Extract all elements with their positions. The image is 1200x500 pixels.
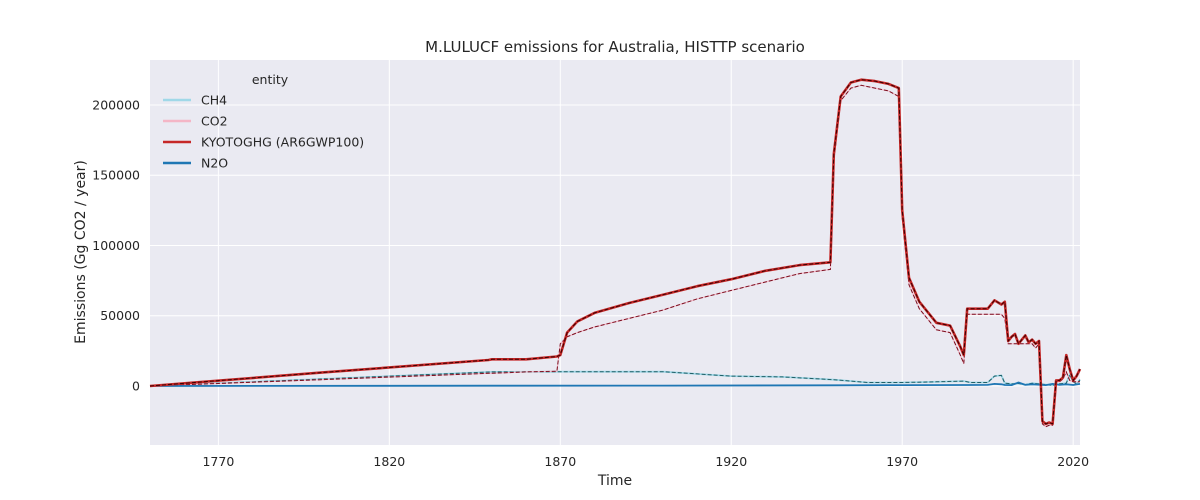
legend-label-co2: CO2 xyxy=(201,114,228,129)
legend-label-ch4: CH4 xyxy=(201,93,227,108)
y-axis-label: Emissions (Gg CO2 / year) xyxy=(73,160,89,344)
series-dashed-line-kyotoghg-ar6gwp100 xyxy=(149,79,1081,425)
y-tick-label: 100000 xyxy=(92,238,140,253)
x-tick-label: 1820 xyxy=(373,454,405,469)
legend-title: entity xyxy=(252,72,289,87)
x-tick-label: 1870 xyxy=(544,454,576,469)
x-tick-label: 1920 xyxy=(715,454,747,469)
legend-label-n2o: N2O xyxy=(201,156,228,171)
series-dashed-line-ch4 xyxy=(149,371,1081,387)
series-lines xyxy=(149,78,1082,428)
y-tick-label: 0 xyxy=(132,378,140,393)
chart-title: M.LULUCF emissions for Australia, HISTTP… xyxy=(425,38,805,56)
x-axis-label: Time xyxy=(597,473,632,489)
x-tick-label: 1970 xyxy=(886,454,918,469)
tick-labels: 1770 1820 1870 1920 1970 2020 0 50000 100000 1500… xyxy=(92,97,1089,469)
y-tick-label: 50000 xyxy=(100,308,140,323)
legend: entity CH4 CO2 KYOTOGHG (AR6GWP100) N2O xyxy=(163,72,364,171)
plot-area xyxy=(150,60,1080,445)
x-tick-label: 2020 xyxy=(1057,454,1089,469)
series-dashed-line-co2 xyxy=(149,84,1080,428)
legend-label-kyotoghg-ar6gwp100: KYOTOGHG (AR6GWP100) xyxy=(201,135,364,150)
series-line-n2o xyxy=(149,381,1081,387)
x-tick-label: 1770 xyxy=(202,454,234,469)
y-tick-label: 200000 xyxy=(92,97,140,112)
y-tick-label: 150000 xyxy=(92,168,140,183)
